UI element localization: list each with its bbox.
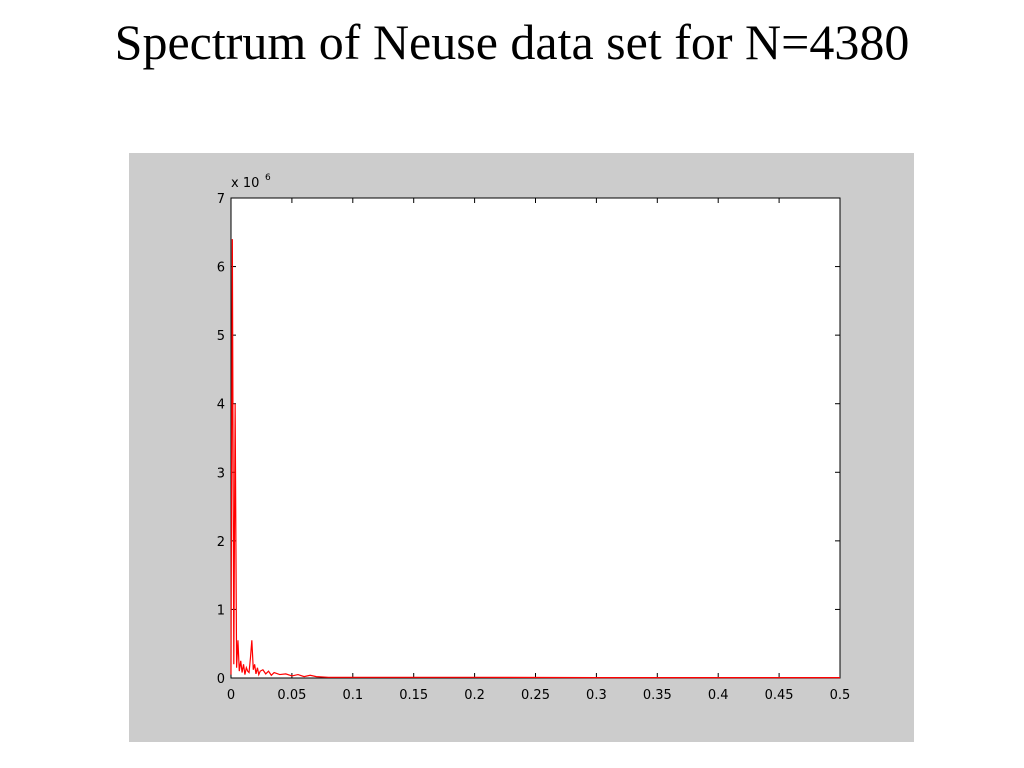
x-tick-label: 0.25 [521,688,550,703]
y-tick-label: 6 [217,261,225,276]
y-scale-exponent: 6 [265,173,271,183]
x-tick-label: 0 [227,688,235,703]
x-tick-label: 0.45 [765,688,794,703]
x-tick-label: 0.35 [643,688,672,703]
x-tick-label: 0.05 [277,688,306,703]
y-tick-label: 2 [217,535,225,550]
chart-title: Spectrum of Neuse data set for N=4380 [114,14,910,70]
y-tick-label: 3 [217,466,225,481]
y-scale-label: x 10 [231,176,259,191]
x-tick-label: 0.4 [708,688,729,703]
x-tick-label: 0.5 [830,688,851,703]
spectrum-line [230,239,840,679]
y-tick-label: 4 [217,398,225,413]
x-tick-label: 0.15 [399,688,428,703]
x-tick-label: 0.1 [342,688,363,703]
x-tick-label: 0.3 [586,688,607,703]
y-tick-label: 1 [217,603,225,618]
y-tick-label: 7 [217,192,225,207]
y-tick-label: 0 [217,672,225,687]
y-tick-label: 5 [217,329,225,344]
x-tick-label: 0.2 [464,688,485,703]
plot-area [230,197,841,679]
